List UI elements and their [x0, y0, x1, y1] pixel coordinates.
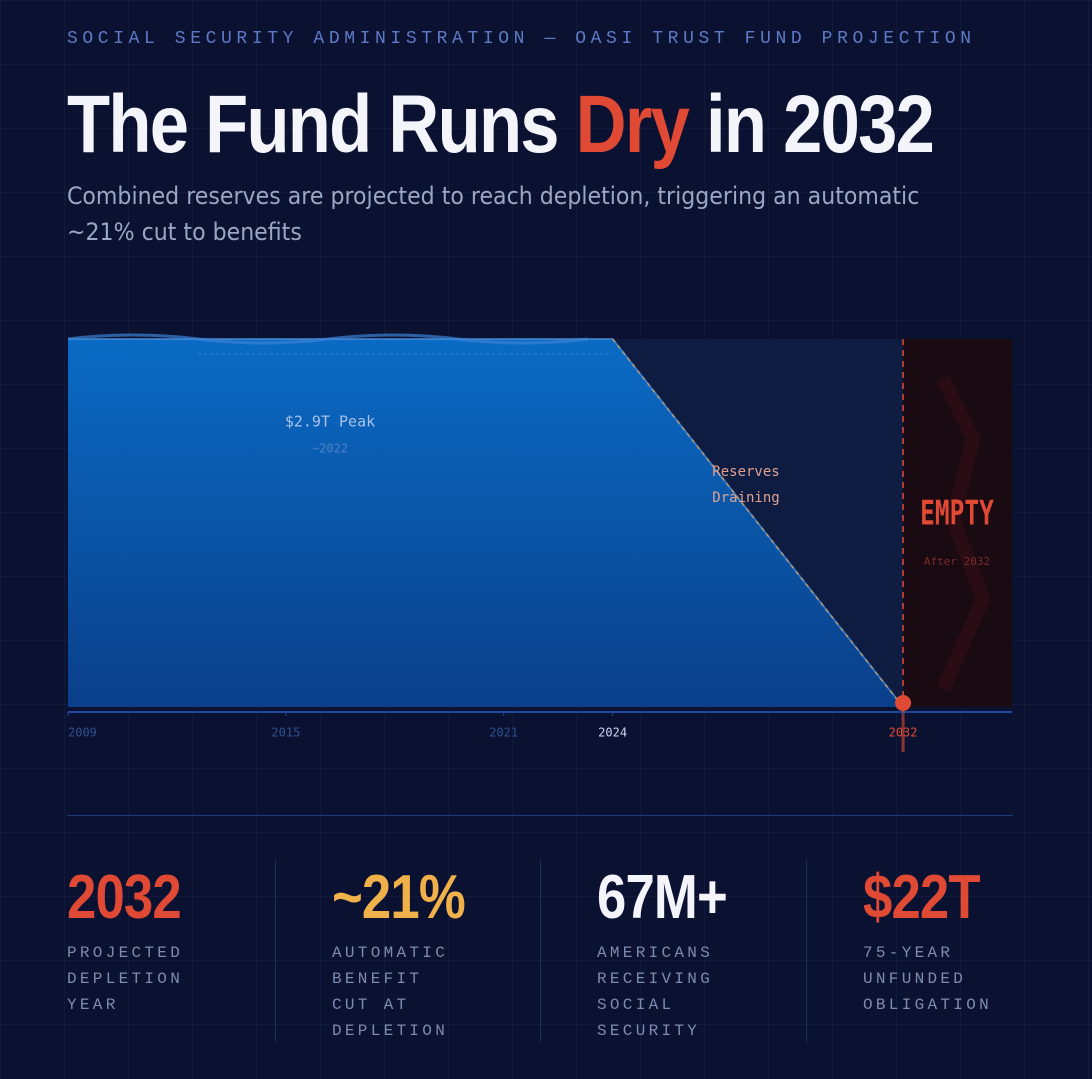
divider — [540, 860, 541, 1042]
stat: 2032 PROJECTED DEPLETION YEAR — [67, 862, 267, 1018]
stat: $22T 75-YEAR UNFUNDED OBLIGATION — [863, 862, 1063, 1018]
divider — [275, 860, 276, 1042]
title-part: in 2032 — [688, 79, 935, 170]
x-tick-label: 2015 — [271, 726, 300, 740]
area — [68, 339, 904, 707]
drain-label: Draining — [712, 490, 779, 506]
subtitle: Combined reserves are projected to reach… — [67, 182, 920, 246]
kicker: SOCIAL SECURITY ADMINISTRATION — OASI TR… — [67, 29, 976, 49]
depletion-marker — [895, 695, 912, 711]
stat-label: PROJECTED DEPLETION YEAR — [67, 944, 184, 1014]
wave — [67, 333, 589, 345]
empty-sub: After 2032 — [924, 555, 990, 568]
stat: 67M+ AMERICANS RECEIVING SOCIAL SECURITY — [597, 862, 797, 1044]
x-tick-label: 2009 — [68, 726, 97, 740]
stat-value: ~21% — [332, 863, 466, 932]
x-tick-label: 2024 — [598, 726, 627, 740]
divider — [806, 860, 807, 1042]
peak-year: ~2022 — [312, 442, 348, 456]
peak-label: $2.9T Peak — [285, 413, 375, 431]
drain-guide — [612, 338, 904, 708]
stat-label: AUTOMATIC BENEFIT CUT AT DEPLETION — [332, 944, 449, 1040]
stat-value: 2032 — [67, 863, 182, 932]
chart: 2009 2015 2021 2024 2032 $2.9T Peak ~2022 Reser… — [67, 333, 1012, 752]
stat: ~21% AUTOMATIC BENEFIT CUT AT DEPLETION — [332, 862, 532, 1044]
x-tick-label: 2032 — [889, 726, 918, 740]
title-highlight: Dry — [575, 79, 690, 170]
stat-label: AMERICANS RECEIVING SOCIAL SECURITY — [597, 944, 714, 1040]
stat-value: 67M+ — [597, 863, 728, 932]
empty-decor — [936, 375, 991, 692]
x-tick-label: 2021 — [489, 726, 518, 740]
title: The Fund Runs Dry in 2032 — [67, 78, 935, 172]
stat-value: $22T — [863, 863, 981, 932]
title-part: The Fund Runs — [67, 79, 576, 170]
separator — [67, 815, 1013, 816]
stat-label: 75-YEAR UNFUNDED OBLIGATION — [863, 944, 993, 1014]
drain-label: Reserves — [712, 464, 779, 480]
empty-label: EMPTY — [920, 494, 994, 533]
